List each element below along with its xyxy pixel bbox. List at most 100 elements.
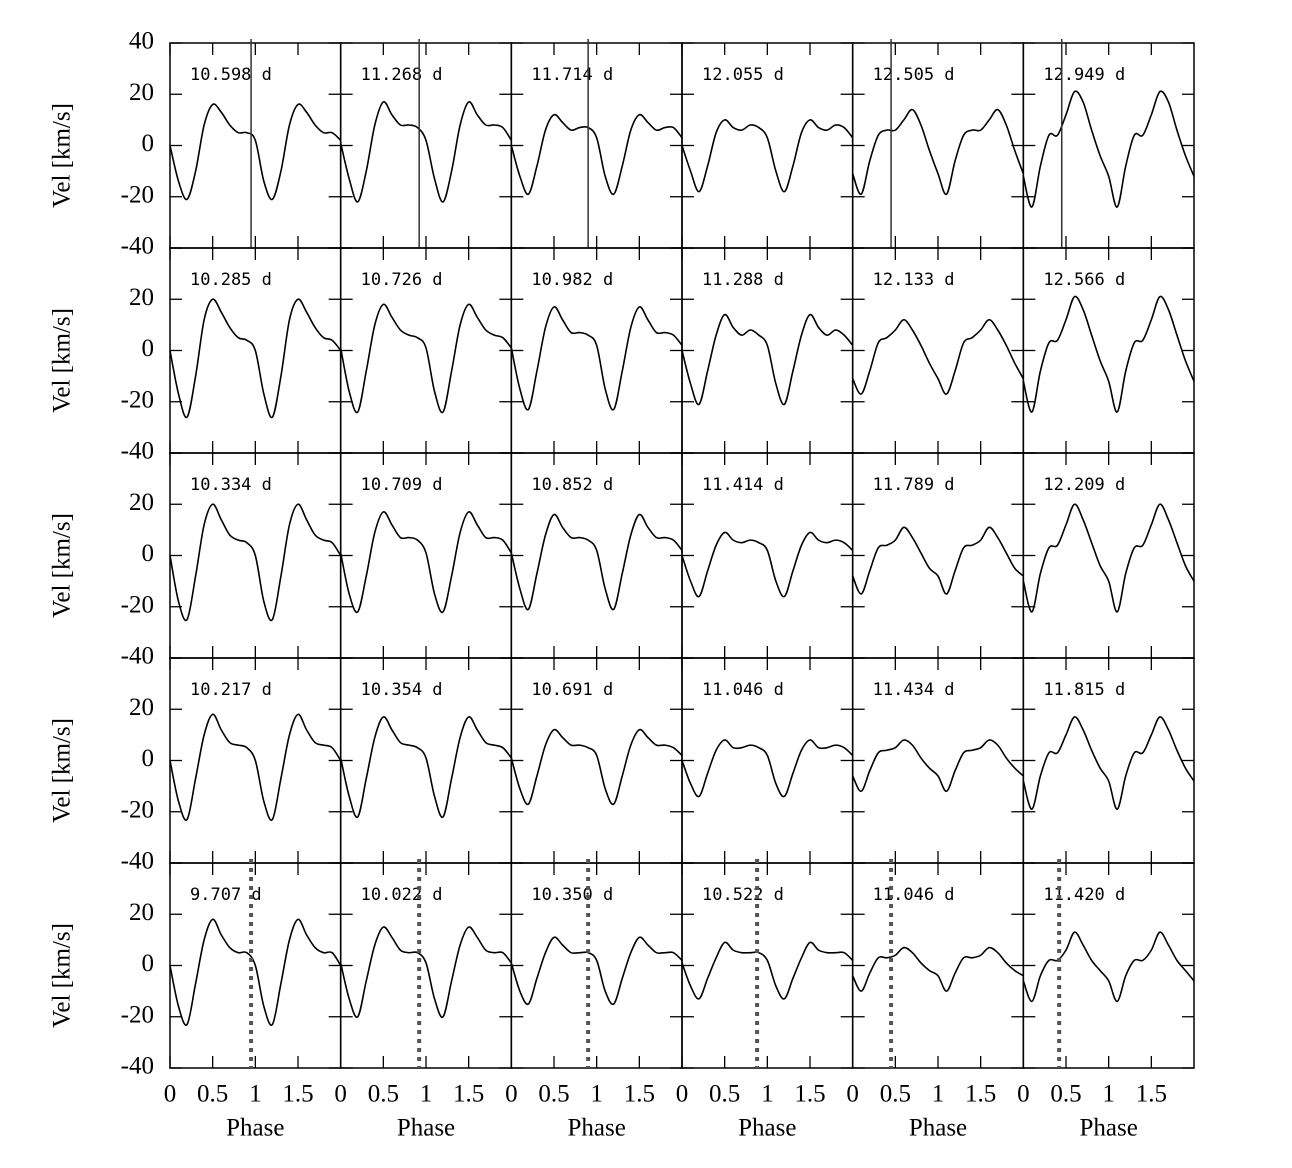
velocity-curve — [510, 113, 683, 196]
panel-label: 11.414 d — [702, 475, 784, 495]
panel-label: 11.789 d — [873, 475, 955, 495]
y-tick-label: 20 — [129, 899, 154, 926]
x-axis-label: Phase — [568, 1115, 626, 1142]
x-tick-label: 0 — [505, 1081, 518, 1108]
y-tick-label: 0 — [142, 130, 155, 157]
y-tick-label: 40 — [129, 28, 154, 55]
y-tick-label: -20 — [121, 591, 154, 618]
y-axis-label: Vel [km/s] — [49, 103, 76, 208]
panel-label: 11.434 d — [873, 680, 955, 700]
x-tick-label: 1 — [590, 1081, 603, 1108]
panel-label: 11.714 d — [531, 65, 613, 85]
y-axis-label: Vel [km/s] — [49, 718, 76, 823]
y-tick-label: 0 — [142, 745, 155, 772]
panel-label: 11.815 d — [1043, 680, 1125, 700]
x-tick-label: 0 — [676, 1081, 689, 1108]
x-tick-label: 0.5 — [1050, 1081, 1081, 1108]
y-axis-label: Vel [km/s] — [49, 308, 76, 413]
panel-label: 12.949 d — [1043, 65, 1125, 85]
velocity-curve — [681, 739, 854, 798]
panel-label: 10.691 d — [531, 680, 613, 700]
y-tick-label: 0 — [142, 335, 155, 362]
y-axis-label: Vel [km/s] — [49, 513, 76, 618]
x-tick-label: 0.5 — [880, 1081, 911, 1108]
panel-label: 10.709 d — [361, 475, 443, 495]
x-tick-label: 0 — [334, 1081, 347, 1108]
panel-label: 10.522 d — [702, 885, 784, 905]
velocity-curve — [1022, 931, 1195, 1003]
y-tick-label: -20 — [121, 1001, 154, 1028]
panel-label: 11.046 d — [702, 680, 784, 700]
panel-label: 12.209 d — [1043, 475, 1125, 495]
velocity-curve — [339, 926, 512, 1019]
x-axis-label: Phase — [226, 1115, 284, 1142]
panel-label: 12.566 d — [1043, 270, 1125, 290]
panel-label: 10.354 d — [361, 680, 443, 700]
x-tick-label: 1 — [420, 1081, 433, 1108]
x-tick-label: 1.5 — [965, 1081, 996, 1108]
velocity-curve — [851, 946, 1024, 992]
y-tick-label: -40 — [121, 233, 154, 260]
panel-label: 11.046 d — [873, 885, 955, 905]
velocity-curve — [339, 101, 513, 203]
panel-label: 10.285 d — [190, 270, 272, 290]
x-tick-label: 1 — [932, 1081, 945, 1108]
velocity-curve — [510, 936, 683, 1006]
y-tick-label: -20 — [121, 796, 154, 823]
y-tick-label: -20 — [121, 386, 154, 413]
y-tick-label: -20 — [121, 181, 154, 208]
x-tick-label: 1 — [761, 1081, 774, 1108]
y-tick-label: 0 — [142, 950, 155, 977]
x-tick-label: 0.5 — [368, 1081, 399, 1108]
panel-label: 10.598 d — [190, 65, 272, 85]
x-tick-label: 1 — [249, 1081, 262, 1108]
panel-label: 12.133 d — [873, 270, 955, 290]
x-tick-label: 0 — [846, 1081, 859, 1108]
x-tick-label: 1.5 — [1136, 1081, 1167, 1108]
velocity-curve — [339, 716, 512, 819]
x-tick-label: 0.5 — [538, 1081, 569, 1108]
x-tick-label: 1.5 — [794, 1081, 825, 1108]
x-tick-label: 1 — [1102, 1081, 1115, 1108]
y-tick-label: -40 — [121, 848, 154, 875]
velocity-curve — [169, 103, 342, 201]
y-tick-label: 20 — [129, 694, 154, 721]
y-tick-label: -40 — [121, 643, 154, 670]
x-tick-label: 0 — [1017, 1081, 1030, 1108]
y-tick-label: -40 — [121, 1053, 154, 1080]
x-axis-label: Phase — [738, 1115, 796, 1142]
velocity-curve — [169, 503, 342, 622]
y-tick-label: 20 — [129, 489, 154, 516]
velocity-curve — [510, 513, 683, 611]
panel-label: 12.505 d — [873, 65, 955, 85]
velocity-curve — [851, 318, 1025, 395]
velocity-curve — [1022, 503, 1195, 613]
x-tick-label: 1.5 — [453, 1081, 484, 1108]
velocity-curve — [169, 298, 342, 419]
velocity-curve — [339, 511, 513, 614]
velocity-curve — [510, 306, 683, 411]
x-axis-label: Phase — [909, 1115, 967, 1142]
y-axis-label: Vel [km/s] — [49, 923, 76, 1028]
panel-label: 10.852 d — [531, 475, 613, 495]
velocity-curve — [681, 119, 854, 193]
velocity-curve — [169, 713, 342, 821]
panel-label: 10.726 d — [361, 270, 443, 290]
y-tick-label: 20 — [129, 79, 154, 106]
x-tick-label: 0 — [164, 1081, 177, 1108]
y-tick-label: -40 — [121, 438, 154, 465]
velocity-curve — [1022, 295, 1195, 413]
panel-label: 10.350 d — [531, 885, 613, 905]
velocity-curve — [510, 728, 683, 806]
panel-label: 11.268 d — [361, 65, 443, 85]
panel-label: 10.982 d — [531, 270, 613, 290]
velocity-curve — [681, 531, 854, 598]
velocity-curve — [1022, 716, 1195, 810]
velocity-curve — [851, 108, 1025, 196]
velocity-curve — [1022, 90, 1195, 208]
x-tick-label: 1.5 — [282, 1081, 313, 1108]
x-axis-label: Phase — [397, 1115, 455, 1142]
velocity-curve — [681, 313, 854, 406]
panel-label: 12.055 d — [702, 65, 784, 85]
